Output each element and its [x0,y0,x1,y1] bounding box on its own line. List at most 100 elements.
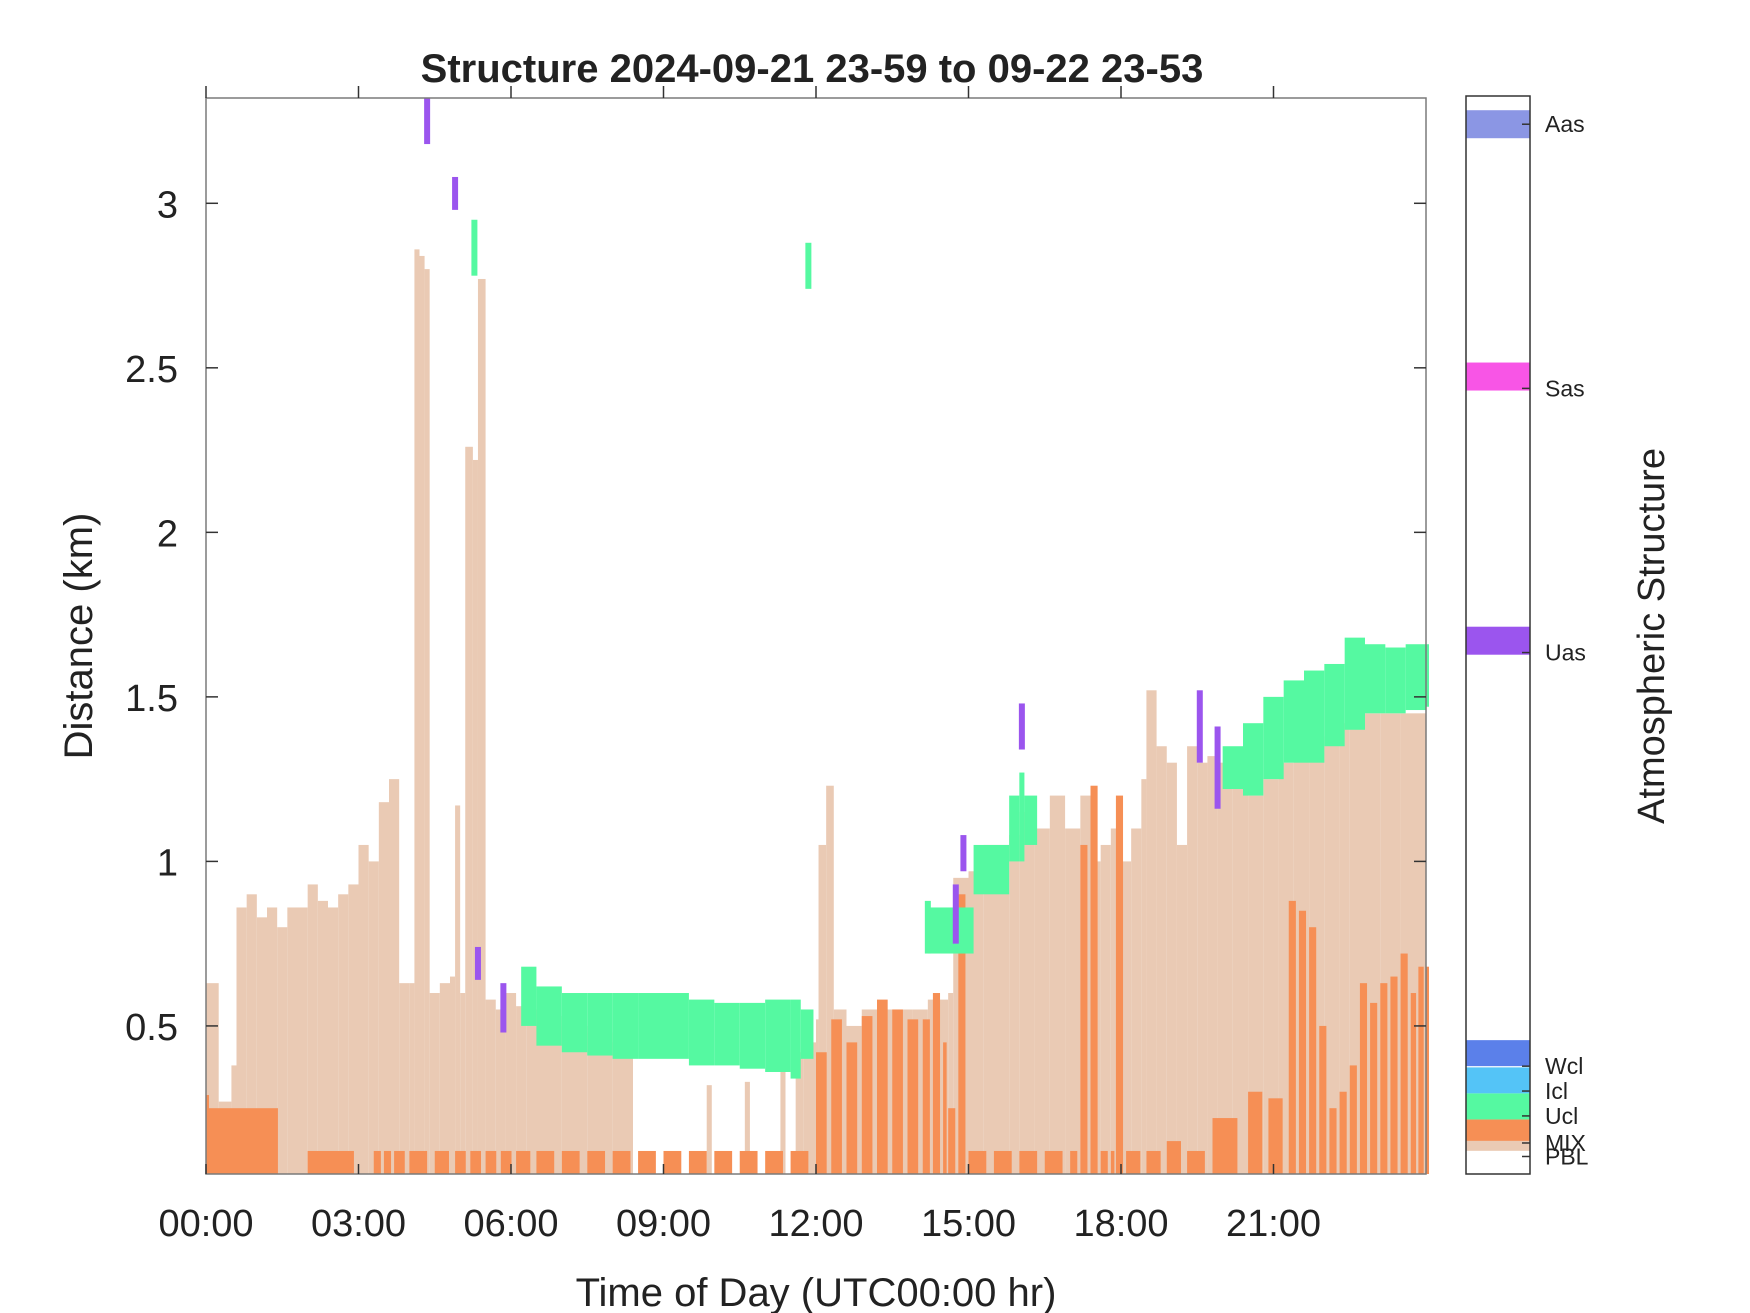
uas-layer [424,98,1221,1033]
mix-bar [1070,1150,1078,1174]
ucl-cell [1283,680,1304,763]
pbl-bar [348,884,359,1174]
ucl-cell [1365,644,1386,714]
pbl-bar [1263,779,1279,1174]
mix-bar [932,993,941,1174]
x-tick-label: 18:00 [1073,1203,1168,1245]
colorbar-label-sas: Sas [1545,375,1585,401]
x-axis: 00:00 03:00 06:00 09:00 12:00 15:00 18:00 21:00 [158,86,1321,1245]
pbl-bar [328,907,339,1174]
colorbar-label-wcl: Wcl [1545,1053,1583,1079]
pbl-bar [1324,736,1335,1174]
pbl-bar [409,983,415,1174]
pbl-bar [1121,861,1132,1174]
pbl-bar [317,900,328,1174]
mix-bar [1166,1141,1181,1174]
pbl-bar [1019,812,1035,1174]
pbl-bar [277,927,288,1174]
pbl-bar [246,894,257,1174]
ucl-segment [924,900,931,954]
y-tick-label: 3 [157,184,178,226]
uas-segment [474,946,481,980]
mix-bar [739,1150,758,1174]
pbl-bar [541,1016,562,1174]
pbl-bar [429,993,440,1174]
pbl-bar [1049,795,1066,1174]
mix-bar [968,1150,987,1174]
pbl-bar [455,805,461,1174]
pbl-bar [1034,828,1050,1174]
mix-bar [587,1150,606,1174]
mix-bar [1090,785,1098,1174]
pbl-bar [1334,713,1340,1174]
pbl-bar [236,907,247,1174]
colorbar-swatch-ucl [1466,1093,1530,1120]
ucl-cell [739,1002,766,1069]
pbl-bar [1248,795,1264,1174]
mix-bar [1339,1091,1347,1174]
pbl-bar [368,861,379,1174]
mix-bar [470,1150,482,1174]
pbl-bar [465,446,473,1174]
mix-bar [943,1042,947,1174]
ucl-segment [471,219,478,276]
pbl-bar [460,993,466,1174]
ucl-cell [1344,637,1365,730]
pbl-bar [477,278,486,1174]
mix-bar [993,1150,1012,1174]
pbl-bar [1131,828,1142,1174]
y-tick-label: 1.5 [125,678,178,720]
pbl-bar [1217,762,1233,1174]
mix-bar [765,1150,783,1174]
uas-segment [452,176,459,210]
pbl-bar [358,844,369,1174]
y-tick-label: 0.5 [125,1007,178,1049]
ucl-cell [638,993,664,1059]
pbl-bar [744,1081,750,1174]
x-tick-label: 03:00 [311,1203,406,1245]
pbl-bar [399,983,410,1174]
mix-bar [373,1150,381,1174]
mix-bar [1400,953,1408,1174]
ucl-cell [587,993,613,1056]
pbl-bar [505,993,517,1174]
mix-bar [1110,1150,1115,1174]
x-tick-label: 15:00 [921,1203,1016,1245]
pbl-bar [1146,690,1157,1174]
mix-bar [1319,1025,1327,1174]
mix-bar [1418,966,1424,1174]
pbl-bar [1232,779,1249,1174]
ucl-cell [1426,644,1429,707]
ucl-cell [790,999,801,1079]
pbl-bar [1339,723,1350,1174]
pbl-bar [1100,844,1111,1174]
pbl-bar [826,785,834,1174]
mix-bar [831,1019,842,1174]
mix-bar [1359,983,1368,1174]
mix-bar [1298,910,1307,1174]
ucl-cell [1019,772,1025,862]
plot-area: 00:00 03:00 06:00 09:00 12:00 15:00 18:00 21:00… [125,86,1429,1245]
ucl-segment [805,242,812,289]
ucl-cell [1304,670,1325,763]
mix-bar [536,1150,555,1174]
mix-bar [948,1108,956,1174]
pbl-bar [419,255,425,1175]
mix-bar [958,894,966,1174]
mix-bar [877,999,888,1174]
ucl-cell [536,986,562,1046]
pbl-bar [1141,779,1147,1174]
mix-bar [1309,927,1317,1174]
mix-bar [688,1150,707,1174]
pbl-bar [450,976,456,1174]
uas-segment [952,884,959,944]
mix-bar [561,1150,580,1174]
pbl-bar [424,269,430,1174]
pbl-bar [1207,756,1218,1174]
pbl-bar [287,907,298,1174]
colorbar-label-ucl: Ucl [1545,1103,1578,1129]
mix-bar [1349,1065,1357,1174]
mix-bar [485,1150,497,1174]
